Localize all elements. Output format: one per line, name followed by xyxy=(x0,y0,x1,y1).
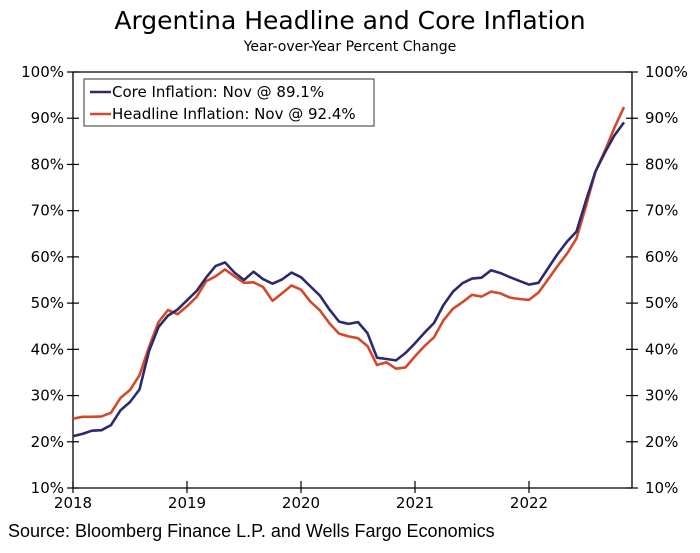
y-tick-label-left: 80% xyxy=(31,155,64,173)
x-tick-label: 2018 xyxy=(54,494,92,512)
y-tick-label-right: 50% xyxy=(645,294,678,312)
legend-label-headline: Headline Inflation: Nov @ 92.4% xyxy=(112,105,356,123)
series-lines xyxy=(72,106,626,438)
y-tick-label-left: 60% xyxy=(31,248,64,266)
chart-subtitle: Year-over-Year Percent Change xyxy=(243,39,457,55)
x-tick-label: 2019 xyxy=(168,494,206,512)
y-tick-label-right: 60% xyxy=(645,248,678,266)
y-tick-label-right: 100% xyxy=(645,63,688,81)
y-tick-label-left: 30% xyxy=(31,387,64,405)
x-tick-label: 2021 xyxy=(396,494,434,512)
y-tick-label-right: 40% xyxy=(645,340,678,358)
y-tick-label-right: 80% xyxy=(645,155,678,173)
y-tick-label-left: 40% xyxy=(31,340,64,358)
axes: 10% 10% 20% 20% 30% 30% 40% 40% 50% 50% 60% 60% 70% 7… xyxy=(21,63,688,512)
y-tick-label-left: 70% xyxy=(31,202,64,220)
y-tick-label-left: 20% xyxy=(31,433,64,451)
legend-box xyxy=(83,78,375,127)
series-line-headline xyxy=(72,106,626,420)
y-tick-label-left: 90% xyxy=(31,109,64,127)
y-tick-label-right: 90% xyxy=(645,109,678,127)
x-tick-label: 2020 xyxy=(282,494,320,512)
y-tick-label-left: 10% xyxy=(31,479,64,497)
legend: Core Inflation: Nov @ 89.1% Headline Inf… xyxy=(83,78,375,127)
y-tick-label-left: 50% xyxy=(31,294,64,312)
x-tick-label: 2022 xyxy=(510,494,548,512)
legend-label-core: Core Inflation: Nov @ 89.1% xyxy=(112,83,324,101)
y-tick-label-right: 20% xyxy=(645,433,678,451)
source-note: Source: Bloomberg Finance L.P. and Wells… xyxy=(8,521,495,541)
y-tick-label-right: 10% xyxy=(645,479,678,497)
chart-title: Argentina Headline and Core Inflation xyxy=(114,6,586,35)
y-tick-label-left: 100% xyxy=(21,63,64,81)
y-tick-label-right: 30% xyxy=(645,387,678,405)
y-tick-label-right: 70% xyxy=(645,202,678,220)
series-line-core xyxy=(72,121,626,438)
